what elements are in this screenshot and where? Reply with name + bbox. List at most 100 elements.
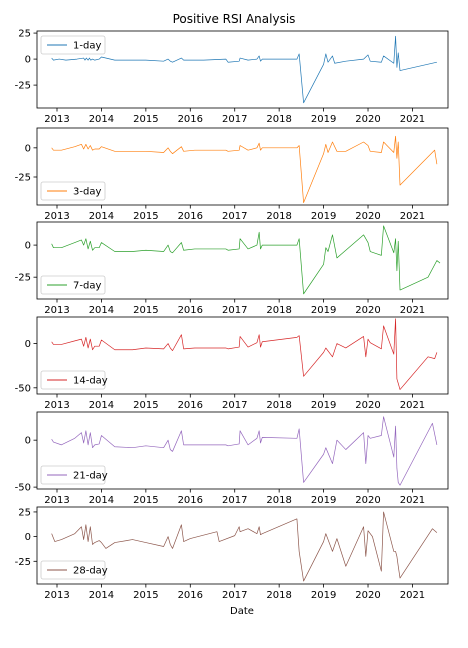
legend-label-21-day: 21-day xyxy=(73,471,108,482)
subplot-28-day: 25 0 -25 2013 2014 2015 2016 2017 2018 2019 2020 20… xyxy=(15,506,449,601)
x-tick-label-21-day-4: 2017 xyxy=(222,495,247,506)
x-tick-label-7-day-6: 2019 xyxy=(311,305,336,316)
x-tick-label-28-day-7: 2020 xyxy=(355,590,380,601)
x-tick-label-21-day-6: 2019 xyxy=(311,495,336,506)
x-tick-label-3-day-3: 2016 xyxy=(178,211,203,222)
y-tick-label-3-day-0: 0 xyxy=(25,143,31,154)
x-tick-label-14-day-4: 2017 xyxy=(222,400,247,411)
x-tick-label-14-day-0: 2013 xyxy=(44,400,69,411)
x-tick-label-1-day-3: 2016 xyxy=(178,114,203,125)
x-tick-label-14-day-5: 2018 xyxy=(266,400,291,411)
x-tick-label-7-day-5: 2018 xyxy=(266,305,291,316)
series-line-14-day xyxy=(51,318,438,390)
y-tick-label-21-day-0: 0 xyxy=(25,436,31,447)
x-tick-label-28-day-5: 2018 xyxy=(266,590,291,601)
axes-frame-3-day xyxy=(36,127,449,206)
series-line-1-day xyxy=(51,35,437,104)
x-tick-label-28-day-8: 2021 xyxy=(400,590,425,601)
subplot-21-day: 0 -50 2013 2014 2015 2016 2017 2018 2019 2020 2021… xyxy=(15,411,449,506)
legend-label-28-day: 28-day xyxy=(73,566,108,577)
y-tick-label-1-day-2: -25 xyxy=(15,81,31,92)
y-tick-label-3-day-1: -25 xyxy=(15,173,31,184)
x-tick-label-21-day-5: 2018 xyxy=(266,495,291,506)
x-tick-label-7-day-7: 2020 xyxy=(355,305,380,316)
x-tick-label-3-day-0: 2013 xyxy=(44,211,69,222)
series-line-28-day xyxy=(51,511,438,582)
axes-frame-1-day xyxy=(36,30,449,109)
y-tick-label-14-day-0: 0 xyxy=(25,339,31,350)
legend-21-day: 21-day xyxy=(40,465,108,485)
legend-label-7-day: 7-day xyxy=(73,281,101,292)
axes-frame-21-day xyxy=(36,411,449,490)
series-line-7-day xyxy=(51,225,441,295)
x-tick-label-1-day-7: 2020 xyxy=(355,114,380,125)
y-tick-label-28-day-1: 0 xyxy=(25,532,31,543)
x-tick-label-28-day-2: 2015 xyxy=(133,590,158,601)
x-tick-label-3-day-8: 2021 xyxy=(400,211,425,222)
x-tick-label-28-day-0: 2013 xyxy=(44,590,69,601)
x-tick-label-1-day-6: 2019 xyxy=(311,114,336,125)
legend-28-day: 28-day xyxy=(40,560,108,580)
x-tick-label-28-day-4: 2017 xyxy=(222,590,247,601)
y-tick-label-1-day-0: 25 xyxy=(18,29,31,40)
x-tick-label-7-day-1: 2014 xyxy=(89,305,114,316)
x-tick-label-3-day-6: 2019 xyxy=(311,211,336,222)
axes-frame-7-day xyxy=(36,221,449,300)
legend-1-day: 1-day xyxy=(40,35,106,55)
y-tick-label-28-day-0: 25 xyxy=(18,507,31,518)
x-tick-label-3-day-7: 2020 xyxy=(355,211,380,222)
x-tick-label-14-day-1: 2014 xyxy=(89,400,114,411)
x-tick-label-14-day-8: 2021 xyxy=(400,400,425,411)
legend-3-day: 3-day xyxy=(40,181,106,201)
subplot-7-day: 0 -25 2013 2014 2015 2016 2017 2018 2019 2020 2021… xyxy=(15,221,449,316)
x-tick-label-3-day-1: 2014 xyxy=(89,211,114,222)
y-tick-label-1-day-1: 0 xyxy=(25,55,31,66)
x-tick-label-7-day-2: 2015 xyxy=(133,305,158,316)
x-tick-label-7-day-4: 2017 xyxy=(222,305,247,316)
x-tick-label-21-day-8: 2021 xyxy=(400,495,425,506)
y-tick-label-14-day-1: -50 xyxy=(15,383,31,394)
x-tick-label-21-day-2: 2015 xyxy=(133,495,158,506)
subplot-14-day: 0 -50 2013 2014 2015 2016 2017 2018 2019 2020 2021… xyxy=(15,316,449,411)
x-tick-label-3-day-4: 2017 xyxy=(222,211,247,222)
x-tick-label-21-day-3: 2016 xyxy=(178,495,203,506)
x-tick-label-14-day-7: 2020 xyxy=(355,400,380,411)
y-tick-label-21-day-1: -50 xyxy=(15,483,31,494)
x-tick-label-28-day-3: 2016 xyxy=(178,590,203,601)
legend-14-day: 14-day xyxy=(40,370,108,390)
x-tick-label-1-day-8: 2021 xyxy=(400,114,425,125)
x-tick-label-1-day-2: 2015 xyxy=(133,114,158,125)
axes-frame-14-day xyxy=(36,316,449,395)
x-tick-label-1-day-4: 2017 xyxy=(222,114,247,125)
legend-box-21-day xyxy=(40,465,106,485)
legend-box-14-day xyxy=(40,370,106,390)
legend-label-3-day: 3-day xyxy=(73,187,101,198)
x-tick-label-21-day-1: 2014 xyxy=(89,495,114,506)
x-tick-label-7-day-8: 2021 xyxy=(400,305,425,316)
subplot-1-day: 25 0 -25 2013 2014 2015 2016 2017 2018 2019 2020 20… xyxy=(15,29,449,125)
x-tick-label-7-day-0: 2013 xyxy=(44,305,69,316)
x-tick-label-3-day-5: 2018 xyxy=(266,211,291,222)
legend-label-1-day: 1-day xyxy=(73,41,101,52)
x-tick-label-14-day-3: 2016 xyxy=(178,400,203,411)
x-tick-label-28-day-1: 2014 xyxy=(89,590,114,601)
x-tick-label-1-day-5: 2018 xyxy=(266,114,291,125)
x-tick-label-14-day-2: 2015 xyxy=(133,400,158,411)
legend-box-7-day xyxy=(40,275,106,295)
x-tick-label-1-day-1: 2014 xyxy=(89,114,114,125)
series-line-3-day xyxy=(51,135,438,204)
chart-title: Positive RSI Analysis xyxy=(173,12,296,26)
y-tick-label-7-day-1: -25 xyxy=(15,273,31,284)
y-tick-label-7-day-0: 0 xyxy=(25,241,31,252)
legend-box-28-day xyxy=(40,560,106,580)
x-tick-label-7-day-3: 2016 xyxy=(178,305,203,316)
series-line-21-day xyxy=(51,416,438,486)
x-tick-label-1-day-0: 2013 xyxy=(44,114,69,125)
legend-box-1-day xyxy=(40,35,106,55)
x-tick-label-14-day-6: 2019 xyxy=(311,400,336,411)
axes-frame-28-day xyxy=(36,506,449,585)
x-tick-label-21-day-7: 2020 xyxy=(355,495,380,506)
legend-box-3-day xyxy=(40,181,106,201)
legend-label-14-day: 14-day xyxy=(73,376,108,387)
